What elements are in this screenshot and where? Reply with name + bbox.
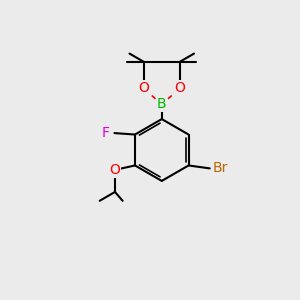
- Text: O: O: [175, 81, 185, 95]
- Text: F: F: [102, 126, 110, 140]
- Text: Br: Br: [213, 161, 228, 176]
- Text: O: O: [138, 81, 149, 95]
- Text: O: O: [110, 163, 120, 177]
- Text: B: B: [157, 98, 166, 111]
